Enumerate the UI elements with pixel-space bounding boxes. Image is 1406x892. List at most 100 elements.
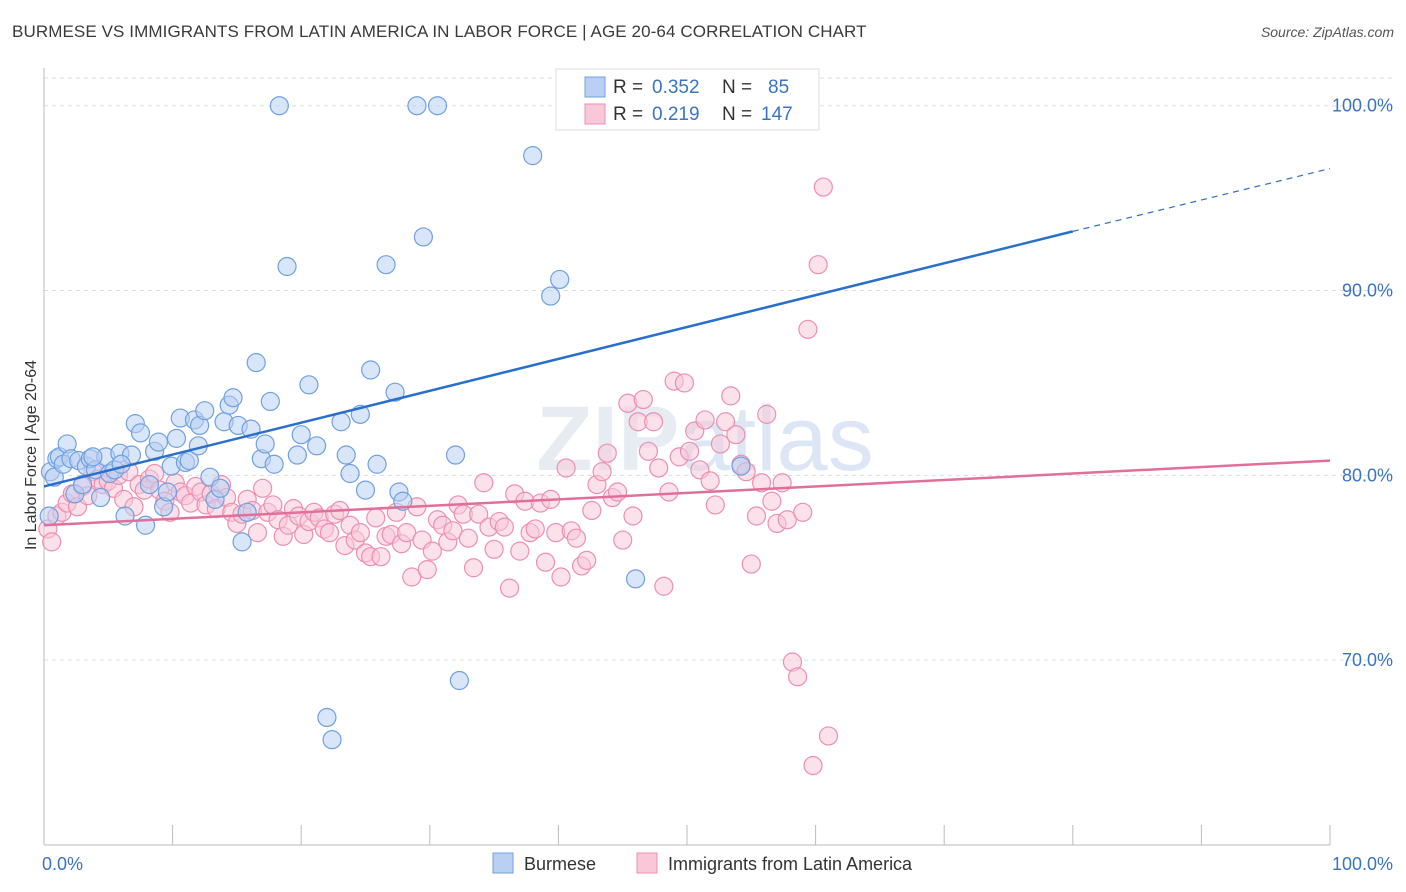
latin-point-119 xyxy=(649,458,669,478)
latin-point-105 xyxy=(577,550,597,570)
latin-point-118 xyxy=(643,412,664,432)
latin-point-87 xyxy=(484,539,504,559)
burmese-point-57 xyxy=(322,730,342,750)
burmese-point-62 xyxy=(355,480,376,500)
legend-latin-swatch xyxy=(636,852,658,874)
burmese-point-71 xyxy=(427,96,448,116)
latin-point-79 xyxy=(443,521,463,541)
burmese-point-59 xyxy=(336,445,356,465)
latin-point-140 xyxy=(757,404,777,424)
burmese-point-54 xyxy=(299,375,319,395)
stats-burmese-n-label: N = xyxy=(722,77,752,98)
burmese-point-65 xyxy=(376,255,396,275)
latin-point-83 xyxy=(463,558,484,578)
burmese-point-72 xyxy=(445,445,466,465)
burmese-point-49 xyxy=(260,391,280,412)
stats-latin-r-label: R = xyxy=(613,104,643,125)
burmese-point-52 xyxy=(277,256,297,277)
stats-box: R = 0.352 N = 85 R = 0.219 N = 147 xyxy=(555,68,820,131)
stats-burmese-r-value: 0.352 xyxy=(652,77,700,98)
latin-point-141 xyxy=(762,491,782,511)
latin-point-147 xyxy=(793,502,813,522)
grid-lines xyxy=(44,77,1395,661)
burmese-point-77 xyxy=(625,569,646,589)
latin-point-108 xyxy=(592,462,612,482)
burmese-point-70 xyxy=(413,227,433,247)
y-axis-label: In Labor Force | Age 20-64 xyxy=(23,360,40,550)
latin-point-129 xyxy=(700,471,720,491)
x-tick-label-min: 0.0% xyxy=(42,854,83,874)
latin-point-61 xyxy=(350,523,370,543)
burmese-point-56 xyxy=(317,707,337,728)
latin-point-131 xyxy=(710,434,731,454)
legend-burmese-swatch xyxy=(492,852,514,874)
stats-latin-n-value: 147 xyxy=(761,104,793,125)
latin-point-124 xyxy=(674,373,695,393)
burmese-point-35 xyxy=(195,401,215,421)
burmese-point-27 xyxy=(157,482,178,502)
latin-point-65 xyxy=(371,547,391,567)
latin-point-134 xyxy=(726,425,746,445)
stats-burmese-r-label: R = xyxy=(613,77,643,98)
latin-point-137 xyxy=(741,554,761,574)
burmese-point-75 xyxy=(541,286,561,306)
latin-point-150 xyxy=(808,255,828,275)
latin-point-116 xyxy=(633,389,653,410)
latin-point-114 xyxy=(623,506,643,526)
latin-point-152 xyxy=(818,726,839,746)
stats-latin-n-label: N = xyxy=(722,104,752,125)
y-tick-label-70: 70.0% xyxy=(1342,650,1393,670)
latin-point-151 xyxy=(813,177,833,197)
burmese-point-25 xyxy=(148,432,169,452)
latin-point-109 xyxy=(597,443,617,463)
latin-point-85 xyxy=(474,473,494,493)
latin-point-42 xyxy=(253,478,273,498)
latin-point-101 xyxy=(556,458,576,478)
legend-latin-label: Immigrants from Latin America xyxy=(668,854,913,874)
legend: Burmese Immigrants from Latin America xyxy=(492,852,913,874)
burmese-point-81 xyxy=(111,454,131,474)
x-tick-label-max: 100.0% xyxy=(1332,854,1393,874)
latin-point-97 xyxy=(535,552,556,572)
burmese-point-78 xyxy=(731,456,751,476)
burmese-point-44 xyxy=(237,502,257,522)
burmese-point-74 xyxy=(523,146,543,166)
burmese-point-46 xyxy=(246,353,266,373)
burmese-point-83 xyxy=(291,425,311,445)
burmese-point-23 xyxy=(139,475,160,495)
burmese-point-53 xyxy=(287,445,307,465)
y-tick-label-100: 100.0% xyxy=(1332,96,1393,116)
burmese-point-55 xyxy=(307,436,327,456)
source-label: Source: ZipAtlas.com xyxy=(1260,24,1394,40)
series-latin-america-points xyxy=(38,177,839,776)
latin-point-64 xyxy=(366,508,386,528)
latin-point-90 xyxy=(499,578,520,598)
latin-point-139 xyxy=(751,473,772,493)
axes xyxy=(43,68,1331,846)
latin-point-106 xyxy=(582,500,602,521)
latin-point-89 xyxy=(494,517,514,537)
latin-point-111 xyxy=(607,482,628,502)
legend-burmese-label: Burmese xyxy=(524,854,596,874)
latin-point-92 xyxy=(510,541,530,561)
burmese-point-60 xyxy=(340,463,360,484)
latin-point-84 xyxy=(469,504,489,524)
latin-point-121 xyxy=(659,482,679,502)
latin-point-75 xyxy=(422,541,442,561)
trend-lines xyxy=(43,167,1331,527)
latin-point-149 xyxy=(803,755,823,776)
y-tick-label-80: 80.0% xyxy=(1342,465,1393,485)
burmese-point-84 xyxy=(39,506,59,526)
latin-point-71 xyxy=(402,567,422,587)
latin-point-120 xyxy=(654,576,674,596)
latin-point-132 xyxy=(715,412,736,432)
burmese-point-76 xyxy=(550,269,570,290)
stats-latin-swatch xyxy=(584,103,606,125)
latin-point-146 xyxy=(787,667,808,687)
chart-title: BURMESE VS IMMIGRANTS FROM LATIN AMERICA… xyxy=(12,22,867,41)
burmese-point-69 xyxy=(407,96,427,116)
latin-point-133 xyxy=(721,386,741,406)
latin-point-125 xyxy=(679,441,700,461)
burmese-point-43 xyxy=(232,532,252,552)
